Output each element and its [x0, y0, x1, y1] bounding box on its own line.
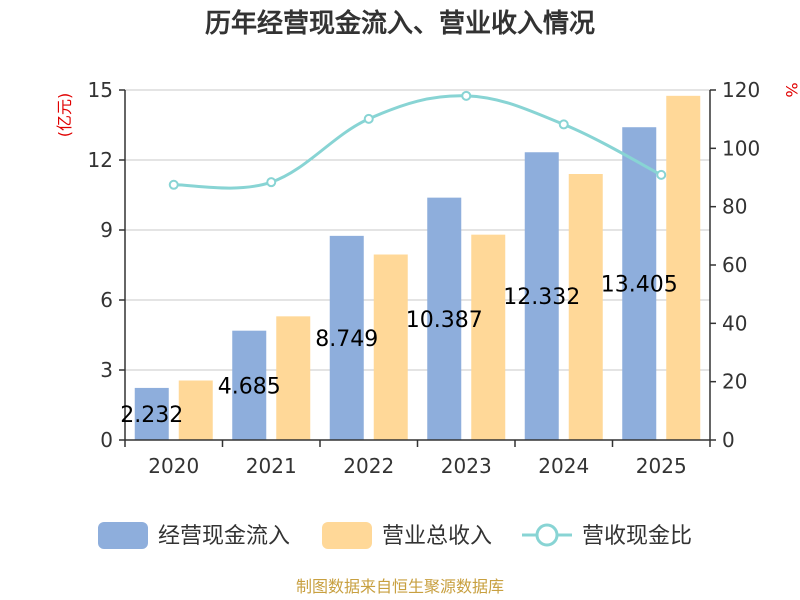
y-left-tick-label: 0	[100, 428, 113, 452]
bar-revenue	[373, 254, 408, 440]
grid-lines	[125, 89, 710, 371]
bar-cash-inflow	[134, 387, 169, 440]
y-left-tick-label: 15	[88, 78, 113, 102]
data-label: 4.685	[218, 374, 281, 399]
line-point	[558, 119, 569, 130]
x-tick-label: 2022	[343, 454, 394, 478]
bar-cash-inflow	[427, 197, 462, 440]
bar-revenue	[568, 174, 603, 440]
axes: 0 3 6 9 12 15 0 20 40 60 80 100 120 2020 2021 2022 2023 2…	[88, 78, 761, 478]
line-ratio-path	[173, 94, 662, 190]
bar-cash-inflow	[524, 152, 559, 440]
y-right-tick-label: 40	[722, 311, 747, 335]
bar-revenue	[178, 380, 213, 440]
bar-revenue	[666, 95, 701, 440]
y-left-tick-label: 6	[100, 288, 113, 312]
line-point	[266, 177, 277, 188]
y-right-tick-label: 20	[722, 370, 747, 394]
data-label: 10.387	[406, 308, 483, 333]
y-right-tick-label: 120	[722, 78, 760, 102]
legend-swatch	[322, 522, 372, 549]
y-right-tick-label: 60	[722, 253, 747, 277]
data-label: 13.405	[601, 273, 678, 298]
y-left-tick-label: 12	[88, 148, 113, 172]
y-left-unit: (亿元)	[55, 93, 74, 138]
y-right-tick-label: 80	[722, 195, 747, 219]
line-point	[363, 113, 374, 124]
legend-swatch	[98, 522, 148, 549]
bar-revenue	[471, 234, 506, 440]
x-tick-label: 2021	[246, 454, 297, 478]
line-series	[168, 90, 667, 190]
chart-title: 历年经营现金流入、营业收入情况	[205, 8, 595, 39]
x-tick-label: 2025	[636, 454, 687, 478]
y-right-unit: %	[782, 82, 800, 97]
y-right-tick-label: 0	[722, 428, 735, 452]
y-right-tick-label: 100	[722, 136, 760, 160]
y-left-tick-label: 3	[100, 358, 113, 382]
line-point	[461, 90, 472, 101]
source-note: 制图数据来自恒生聚源数据库	[296, 577, 504, 596]
data-label: 2.232	[120, 403, 183, 428]
legend-label: 营业总收入	[382, 524, 492, 549]
legend-label: 营收现金比	[582, 524, 692, 549]
bar-revenue	[276, 316, 311, 440]
x-tick-label: 2023	[441, 454, 492, 478]
line-point	[168, 179, 179, 190]
data-label: 8.749	[315, 327, 378, 352]
y-left-tick-label: 9	[100, 218, 113, 242]
data-labels: 2.232 4.685 8.749 10.387 12.332 13.405	[120, 273, 677, 428]
legend-label: 经营现金流入	[158, 524, 290, 549]
x-tick-label: 2020	[148, 454, 199, 478]
data-label: 12.332	[503, 285, 580, 310]
bar-cash-inflow	[232, 330, 267, 440]
x-tick-label: 2024	[538, 454, 589, 478]
line-point	[656, 169, 667, 180]
bars	[134, 95, 701, 440]
bar-cash-inflow	[622, 127, 657, 440]
legend-marker	[535, 523, 559, 547]
bar-cash-inflow	[329, 235, 364, 440]
legend: 经营现金流入 营业总收入 营收现金比	[98, 522, 692, 549]
